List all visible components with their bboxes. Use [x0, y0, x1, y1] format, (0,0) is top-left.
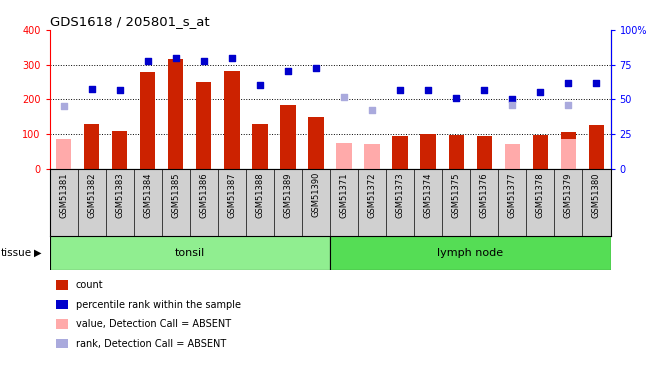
- Bar: [477, 136, 492, 169]
- Text: GSM51385: GSM51385: [171, 172, 180, 217]
- Text: ▶: ▶: [34, 248, 42, 258]
- Text: GSM51389: GSM51389: [283, 172, 292, 217]
- Text: GSM51390: GSM51390: [312, 172, 321, 217]
- Text: GSM51374: GSM51374: [424, 172, 433, 217]
- Bar: [393, 136, 408, 169]
- Bar: [533, 135, 548, 169]
- Bar: [330, 236, 610, 270]
- Bar: [224, 70, 240, 169]
- Bar: [56, 139, 71, 169]
- Bar: [337, 143, 352, 169]
- Text: GSM51382: GSM51382: [87, 172, 96, 217]
- Bar: [196, 82, 211, 169]
- Bar: [168, 60, 183, 169]
- Point: [282, 68, 293, 74]
- Point: [479, 87, 490, 93]
- Text: GSM51384: GSM51384: [143, 172, 152, 217]
- Point: [535, 90, 546, 96]
- Bar: [420, 134, 436, 169]
- Bar: [449, 135, 464, 169]
- Point: [114, 87, 125, 93]
- Point: [563, 102, 574, 108]
- Text: GSM51383: GSM51383: [115, 172, 124, 218]
- Bar: [561, 139, 576, 169]
- Text: GSM51386: GSM51386: [199, 172, 209, 218]
- Text: GSM51381: GSM51381: [59, 172, 68, 217]
- Point: [339, 94, 349, 100]
- Point: [58, 103, 69, 110]
- Point: [311, 65, 321, 71]
- Text: rank, Detection Call = ABSENT: rank, Detection Call = ABSENT: [76, 339, 226, 348]
- Text: GSM51371: GSM51371: [339, 172, 348, 217]
- Point: [563, 80, 574, 86]
- Text: GSM51379: GSM51379: [564, 172, 573, 217]
- Text: GSM51375: GSM51375: [451, 172, 461, 217]
- Bar: [280, 105, 296, 169]
- Text: GSM51373: GSM51373: [395, 172, 405, 218]
- Text: tonsil: tonsil: [175, 248, 205, 258]
- Point: [423, 87, 434, 93]
- Text: count: count: [76, 280, 104, 290]
- Text: lymph node: lymph node: [437, 248, 504, 258]
- Bar: [50, 236, 330, 270]
- Bar: [561, 132, 576, 169]
- Text: tissue: tissue: [1, 248, 32, 258]
- Bar: [84, 124, 99, 169]
- Bar: [252, 124, 267, 169]
- Point: [507, 102, 517, 108]
- Text: GDS1618 / 205801_s_at: GDS1618 / 205801_s_at: [50, 15, 209, 28]
- Point: [507, 96, 517, 102]
- Bar: [308, 117, 323, 169]
- Bar: [112, 130, 127, 169]
- Text: percentile rank within the sample: percentile rank within the sample: [76, 300, 241, 309]
- Point: [591, 80, 602, 86]
- Text: GSM51378: GSM51378: [536, 172, 545, 218]
- Bar: [140, 72, 155, 169]
- Text: GSM51372: GSM51372: [368, 172, 377, 217]
- Text: GSM51388: GSM51388: [255, 172, 265, 218]
- Point: [255, 82, 265, 88]
- Point: [367, 107, 378, 113]
- Text: GSM51377: GSM51377: [508, 172, 517, 218]
- Point: [143, 57, 153, 63]
- Point: [86, 86, 97, 92]
- Text: GSM51376: GSM51376: [480, 172, 489, 218]
- Point: [199, 57, 209, 63]
- Text: GSM51380: GSM51380: [592, 172, 601, 217]
- Bar: [364, 144, 380, 169]
- Point: [451, 94, 461, 100]
- Point: [395, 87, 405, 93]
- Bar: [505, 144, 520, 169]
- Point: [226, 55, 237, 61]
- Point: [170, 55, 181, 61]
- Text: value, Detection Call = ABSENT: value, Detection Call = ABSENT: [76, 319, 231, 329]
- Bar: [589, 125, 604, 169]
- Text: GSM51387: GSM51387: [227, 172, 236, 218]
